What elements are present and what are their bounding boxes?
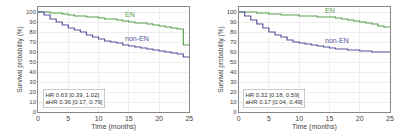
svg-text:HR 0.32 [0.18, 0.59]aHR 0.17 [: HR 0.32 [0.18, 0.59]aHR 0.17 [0.04, 0.49…: [246, 92, 303, 106]
svg-text:0: 0: [237, 115, 241, 122]
svg-text:20: 20: [356, 115, 364, 122]
svg-text:10: 10: [29, 99, 36, 105]
svg-text:30: 30: [29, 79, 36, 85]
svg-text:50: 50: [29, 59, 36, 65]
svg-text:10: 10: [295, 115, 303, 122]
svg-text:10: 10: [230, 99, 237, 105]
svg-text:40: 40: [29, 69, 36, 75]
svg-text:20: 20: [155, 115, 163, 122]
svg-text:70: 70: [230, 39, 237, 45]
svg-text:non-EN: non-EN: [325, 37, 349, 44]
svg-text:EN: EN: [125, 11, 135, 18]
svg-text:15: 15: [125, 115, 133, 122]
svg-text:HR 0.63 [0.39, 1.02]aHR 0.36 [: HR 0.63 [0.39, 1.02]aHR 0.36 [0.17, 0.79…: [46, 92, 103, 106]
svg-text:60: 60: [230, 49, 237, 55]
svg-text:Survival probability (%): Survival probability (%): [217, 26, 225, 92]
svg-text:80: 80: [29, 29, 36, 35]
svg-text:90: 90: [230, 19, 237, 25]
svg-text:10: 10: [95, 115, 103, 122]
svg-text:5: 5: [66, 115, 70, 122]
svg-text:20: 20: [230, 89, 237, 95]
svg-text:0: 0: [233, 109, 237, 115]
svg-text:0: 0: [33, 109, 37, 115]
svg-text:60: 60: [29, 49, 36, 55]
svg-text:0: 0: [36, 115, 40, 122]
svg-text:15: 15: [326, 115, 334, 122]
svg-text:25: 25: [386, 115, 394, 122]
svg-text:Survival probability (%): Survival probability (%): [16, 26, 24, 92]
svg-text:70: 70: [29, 39, 36, 45]
svg-text:5: 5: [267, 115, 271, 122]
svg-text:100: 100: [26, 9, 37, 15]
svg-text:80: 80: [230, 29, 237, 35]
svg-text:100: 100: [227, 9, 238, 15]
svg-text:30: 30: [230, 79, 237, 85]
svg-text:25: 25: [185, 115, 193, 122]
svg-text:Time (months): Time (months): [91, 123, 136, 131]
svg-text:90: 90: [29, 19, 36, 25]
svg-text:Time (months): Time (months): [292, 123, 337, 131]
svg-text:EN: EN: [325, 7, 335, 14]
svg-text:20: 20: [29, 89, 36, 95]
svg-text:non-EN: non-EN: [125, 35, 149, 42]
svg-text:50: 50: [230, 59, 237, 65]
svg-text:40: 40: [230, 69, 237, 75]
